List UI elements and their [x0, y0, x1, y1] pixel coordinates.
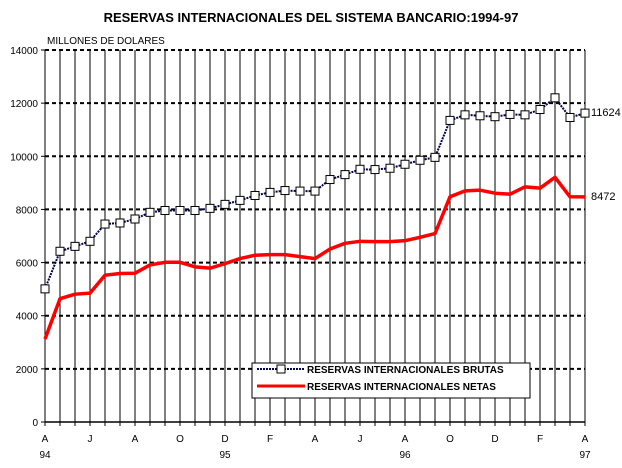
year-label: 97: [579, 450, 591, 461]
data-point-marker: [565, 112, 575, 122]
end-label-netas: 8472: [591, 191, 615, 203]
data-point-marker: [220, 199, 230, 209]
data-point-marker: [490, 112, 500, 122]
data-point-marker: [280, 186, 290, 196]
series-line: [43, 175, 586, 340]
legend-box: [251, 362, 531, 399]
grid: [44, 49, 586, 422]
data-point-marker: [190, 205, 200, 215]
data-point-marker: [385, 163, 395, 173]
data-point-marker: [415, 155, 425, 165]
data-point-marker: [505, 109, 515, 119]
data-point-marker: [325, 175, 335, 185]
data-point-marker: [370, 165, 380, 175]
data-point-marker: [55, 246, 65, 256]
data-point-marker: [535, 105, 545, 115]
data-point-marker: [100, 219, 110, 229]
data-point-marker: [40, 284, 50, 294]
data-point-marker: [310, 186, 320, 196]
data-point-marker: [400, 159, 410, 169]
data-point-marker: [580, 108, 590, 118]
legend-netas-label: RESERVAS INTERNACIONALES NETAS: [307, 382, 496, 393]
data-point-marker: [355, 164, 365, 174]
data-point-marker: [520, 110, 530, 120]
y-axis-label: MILLONES DE DOLARES: [47, 36, 165, 47]
x-tick-label: D: [221, 434, 228, 445]
data-point-marker: [160, 205, 170, 215]
data-point-marker: [265, 187, 275, 197]
y-tick-label: 0: [32, 418, 38, 429]
y-tick-label: 4000: [16, 312, 39, 323]
y-tick-label: 8000: [16, 205, 39, 216]
legend: RESERVAS INTERNACIONALES BRUTAS RESERVAS…: [251, 362, 531, 399]
x-tick-label: A: [312, 434, 319, 445]
data-point-marker: [430, 152, 440, 162]
y-tick-label: 2000: [16, 365, 39, 376]
axis-ticks: 0 2000 4000 6000 8000 10000 12000 14000 A J A O D F A J…: [10, 46, 591, 461]
year-label: 95: [219, 450, 231, 461]
data-point-marker: [250, 190, 260, 200]
y-tick-label: 6000: [16, 259, 39, 270]
y-tick-label: 10000: [10, 152, 38, 163]
x-tick-label: O: [446, 434, 454, 445]
series-layer: [40, 93, 590, 340]
x-tick-label: J: [358, 434, 363, 445]
year-label: 94: [39, 450, 51, 461]
data-point-marker: [475, 111, 485, 121]
data-point-marker: [550, 93, 560, 103]
data-point-marker: [445, 115, 455, 125]
legend-brutas-label: RESERVAS INTERNACIONALES BRUTAS: [307, 365, 504, 376]
data-point-marker: [460, 110, 470, 120]
y-tick-label: 14000: [10, 46, 38, 57]
end-label-brutas: 11624: [591, 107, 621, 119]
data-point-marker: [85, 236, 95, 246]
x-tick-label: F: [537, 434, 543, 445]
x-tick-label: A: [42, 434, 49, 445]
year-label: 96: [399, 450, 411, 461]
data-point-marker: [295, 186, 305, 196]
x-tick-label: A: [582, 434, 589, 445]
data-point-marker: [235, 195, 245, 205]
x-tick-label: O: [176, 434, 184, 445]
data-point-marker: [70, 241, 80, 251]
data-point-marker: [340, 170, 350, 180]
legend-brutas-marker: [276, 364, 286, 374]
x-tick-label: A: [402, 434, 409, 445]
x-tick-label: J: [88, 434, 93, 445]
data-point-marker: [205, 203, 215, 213]
data-point-marker: [145, 207, 155, 217]
x-tick-label: D: [491, 434, 498, 445]
x-tick-label: F: [267, 434, 273, 445]
data-point-marker: [130, 214, 140, 224]
data-point-marker: [175, 205, 185, 215]
data-point-marker: [115, 218, 125, 228]
chart-title: RESERVAS INTERNACIONALES DEL SISTEMA BAN…: [104, 10, 519, 25]
x-tick-label: A: [132, 434, 139, 445]
y-tick-label: 12000: [10, 99, 38, 110]
